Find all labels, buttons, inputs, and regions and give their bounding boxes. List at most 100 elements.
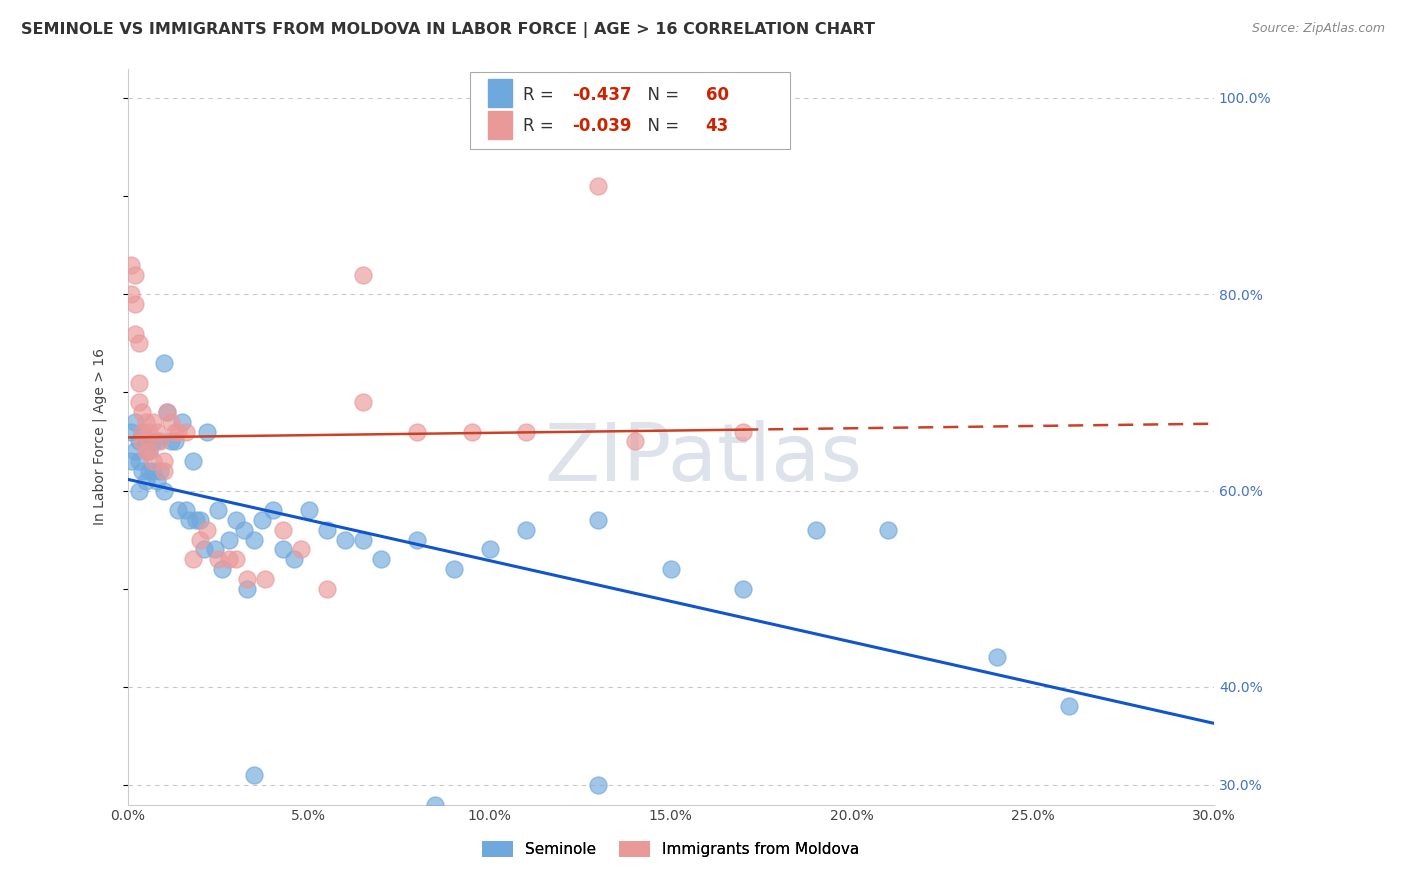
Text: N =: N = (637, 117, 685, 136)
Point (370, 552, 392, 566)
Point (193, 542, 215, 557)
Point (986, 650, 1008, 665)
Point (225, 513, 247, 527)
Point (225, 552, 247, 566)
Point (218, 552, 240, 566)
Point (170, 415, 193, 429)
Point (211, 562, 233, 576)
Point (167, 425, 190, 439)
Point (181, 552, 204, 566)
Text: -0.437: -0.437 (572, 86, 631, 103)
Text: Source: ZipAtlas.com: Source: ZipAtlas.com (1251, 22, 1385, 36)
Text: 43: 43 (706, 117, 728, 136)
Point (156, 405, 179, 419)
Point (131, 425, 153, 439)
Point (160, 434, 183, 449)
Point (425, 797, 447, 812)
Point (138, 464, 160, 478)
Point (174, 425, 197, 439)
Point (877, 523, 900, 537)
Point (120, 454, 142, 468)
Point (232, 523, 254, 537)
Text: N =: N = (637, 86, 685, 103)
FancyBboxPatch shape (470, 72, 790, 150)
Point (160, 415, 183, 429)
Point (131, 464, 153, 478)
Point (153, 464, 176, 478)
Point (207, 503, 229, 517)
Point (142, 464, 165, 478)
Point (443, 562, 465, 576)
Point (298, 503, 321, 517)
Point (515, 425, 537, 439)
Point (149, 434, 172, 449)
Point (188, 513, 211, 527)
Point (174, 503, 197, 517)
Point (128, 376, 150, 390)
Point (283, 552, 305, 566)
Point (262, 503, 284, 517)
Point (128, 395, 150, 409)
Point (236, 582, 259, 596)
Point (142, 415, 165, 429)
Point (145, 474, 167, 488)
Point (290, 542, 312, 557)
Point (186, 513, 208, 527)
Point (588, 778, 610, 792)
Point (254, 572, 277, 586)
Point (315, 582, 337, 596)
Point (149, 464, 172, 478)
Point (250, 513, 273, 527)
Legend: Seminole, Immigrants from Moldova: Seminole, Immigrants from Moldova (477, 835, 865, 863)
Point (352, 533, 374, 547)
Point (145, 425, 167, 439)
Point (142, 454, 165, 468)
Point (733, 425, 755, 439)
Point (135, 434, 157, 449)
Point (273, 523, 295, 537)
Point (128, 336, 150, 351)
Point (131, 434, 153, 449)
Point (153, 483, 176, 498)
Point (623, 434, 645, 449)
Point (124, 415, 146, 429)
Point (179, 513, 201, 527)
Point (243, 533, 266, 547)
Point (128, 454, 150, 468)
Point (733, 582, 755, 596)
Point (120, 287, 142, 301)
Point (406, 425, 429, 439)
Point (131, 425, 153, 439)
Point (195, 523, 218, 537)
Point (138, 425, 160, 439)
Text: SEMINOLE VS IMMIGRANTS FROM MOLDOVA IN LABOR FORCE | AGE > 16 CORRELATION CHART: SEMINOLE VS IMMIGRANTS FROM MOLDOVA IN L… (21, 22, 875, 38)
Text: -0.039: -0.039 (572, 117, 631, 136)
Point (135, 474, 157, 488)
Point (515, 523, 537, 537)
Point (128, 483, 150, 498)
Point (156, 405, 179, 419)
Point (659, 562, 682, 576)
Point (478, 542, 501, 557)
Point (315, 523, 337, 537)
Point (1057, 699, 1080, 714)
Point (163, 434, 186, 449)
Text: R =: R = (523, 86, 560, 103)
Point (588, 513, 610, 527)
Point (153, 356, 176, 370)
Point (124, 326, 146, 341)
Text: R =: R = (523, 117, 560, 136)
Point (204, 542, 226, 557)
Point (352, 395, 374, 409)
Point (163, 425, 186, 439)
Text: ZIPatlas: ZIPatlas (544, 419, 862, 498)
Point (131, 405, 153, 419)
Point (207, 552, 229, 566)
Point (218, 533, 240, 547)
Point (128, 434, 150, 449)
Bar (488, 111, 512, 139)
Point (124, 268, 146, 282)
Point (243, 768, 266, 782)
Point (124, 444, 146, 458)
Y-axis label: In Labor Force | Age > 16: In Labor Force | Age > 16 (93, 348, 107, 525)
